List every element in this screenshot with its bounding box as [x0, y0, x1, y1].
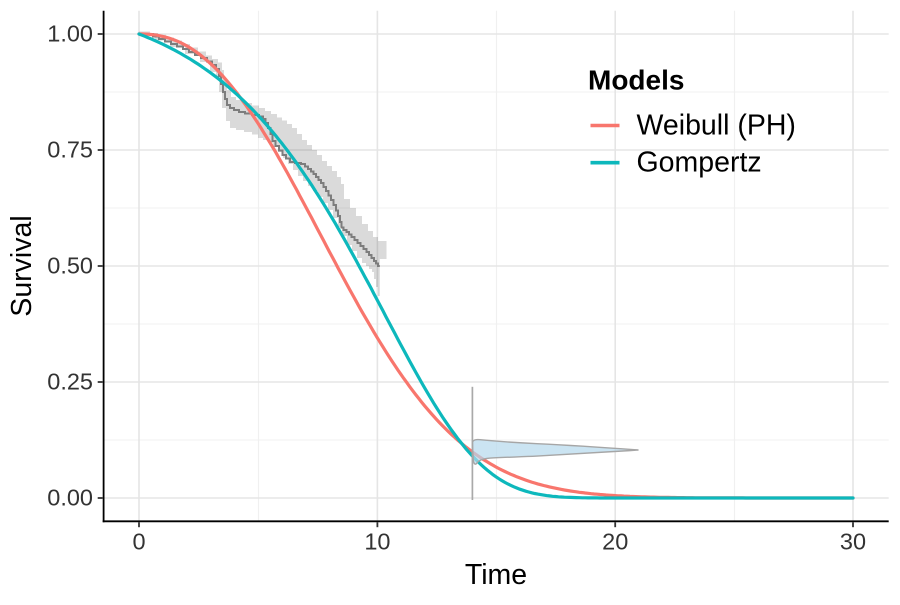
svg-text:Weibull (PH): Weibull (PH): [637, 110, 796, 142]
svg-text:20: 20: [602, 529, 628, 555]
svg-text:10: 10: [364, 529, 390, 555]
svg-text:0.00: 0.00: [47, 485, 93, 511]
svg-text:30: 30: [840, 529, 866, 555]
svg-text:Models: Models: [588, 65, 684, 96]
svg-text:Time: Time: [465, 559, 527, 591]
svg-text:0.50: 0.50: [47, 253, 93, 279]
svg-text:1.00: 1.00: [47, 21, 93, 47]
svg-text:0.25: 0.25: [47, 369, 93, 395]
svg-text:Gompertz: Gompertz: [637, 147, 762, 179]
svg-text:0: 0: [132, 529, 145, 555]
svg-text:Survival: Survival: [6, 215, 38, 316]
svg-text:0.75: 0.75: [47, 137, 93, 163]
